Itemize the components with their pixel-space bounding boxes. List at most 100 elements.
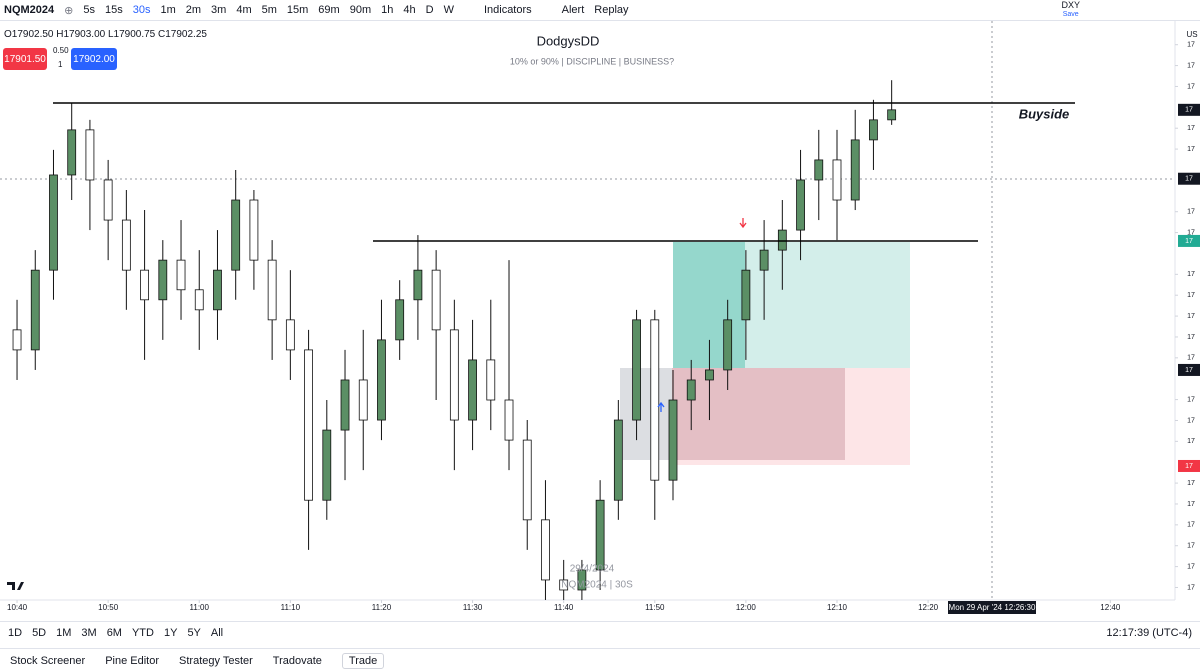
- y-tick-label: 17: [1187, 584, 1195, 591]
- add-symbol[interactable]: ⊕: [64, 4, 74, 17]
- price-tag: [1178, 172, 1200, 185]
- stop-fill: [672, 368, 845, 460]
- interval[interactable]: W: [443, 4, 454, 16]
- interval[interactable]: 5s: [83, 4, 95, 16]
- range[interactable]: 6M: [106, 627, 122, 639]
- interval[interactable]: 15s: [104, 4, 123, 16]
- currency: US: [1186, 30, 1197, 39]
- tab[interactable]: Strategy Tester: [179, 654, 253, 667]
- y-tick-label: 17: [1187, 42, 1195, 49]
- interval[interactable]: 4m: [236, 4, 252, 16]
- candle-body: [85, 129, 95, 181]
- price-tag: [1178, 459, 1200, 472]
- intervals: 5s 15s 30s 1m 2m 3m 4m 5m 15m 69m 90m 1h 4h D W: [83, 4, 464, 16]
- candle-body: [395, 299, 405, 341]
- x-tick-label: 12:20: [918, 603, 939, 612]
- annotation: Buyside: [1019, 106, 1070, 121]
- tab[interactable]: Stock Screener: [10, 654, 86, 667]
- buy-arrow: [657, 401, 665, 412]
- candle-body: [231, 199, 241, 271]
- candle-body: [814, 159, 824, 181]
- crosshair-tag: [948, 601, 1036, 614]
- symbol[interactable]: NQM2024: [4, 4, 55, 16]
- candle-body: [249, 199, 259, 261]
- candle-body: [140, 269, 149, 301]
- price-tag: [1178, 103, 1200, 116]
- price-tag-label: 17: [1185, 367, 1193, 374]
- tab[interactable]: Pine Editor: [105, 654, 160, 667]
- interval[interactable]: 2m: [185, 4, 202, 16]
- stop-zone: [672, 368, 910, 465]
- buy-button[interactable]: 17902.00: [71, 48, 117, 70]
- range[interactable]: 3M: [81, 627, 97, 639]
- top-toolbar: NQM2024 ⊕ 5s 15s 30s 1m 2m 3m 4m 5m 15m 69m 90m 1h 4…: [0, 0, 1200, 21]
- range[interactable]: 1Y: [163, 627, 178, 639]
- tab[interactable]: Trade: [341, 652, 385, 669]
- range[interactable]: 1M: [56, 627, 72, 639]
- range[interactable]: 5Y: [187, 627, 201, 639]
- y-tick-label: 17: [1187, 334, 1195, 341]
- candle-body: [194, 289, 204, 311]
- candle-body: [103, 179, 113, 221]
- interval[interactable]: 1m: [160, 4, 176, 16]
- interval[interactable]: 15m: [286, 4, 309, 16]
- candle-body: [340, 379, 350, 431]
- candle-body: [304, 349, 313, 501]
- x-tick-label: 11:50: [645, 603, 665, 612]
- save[interactable]: Save: [1062, 11, 1079, 18]
- range[interactable]: All: [210, 627, 224, 639]
- range[interactable]: YTD: [131, 627, 154, 639]
- candle-body: [705, 369, 714, 381]
- interval[interactable]: 30s: [132, 4, 151, 16]
- candle-body: [577, 569, 587, 591]
- candle-body: [522, 439, 532, 521]
- range-bar: 1D 5D 1M 3M 6M YTD 1Y 5Y All 12:17:39 (UTC-4): [0, 621, 1200, 644]
- chart-subtitle: 10% or 90% | DISCIPLINE | BUSINESS?: [510, 56, 674, 66]
- y-tick-label: 17: [1187, 146, 1195, 153]
- x-tick-label: 11:00: [190, 603, 210, 612]
- target-zone: [673, 242, 910, 368]
- candle-body: [832, 159, 842, 201]
- candle-body: [850, 139, 860, 201]
- y-tick-label: 17: [1187, 271, 1195, 278]
- candle-body: [449, 329, 459, 421]
- replay[interactable]: Replay: [594, 4, 629, 16]
- sell-button[interactable]: 17901.50: [3, 48, 47, 70]
- interval[interactable]: 4h: [403, 4, 416, 16]
- y-tick-label: 17: [1187, 209, 1195, 216]
- candle-body: [431, 269, 441, 331]
- compare[interactable]: DXY Save: [1061, 1, 1080, 19]
- interval[interactable]: 5m: [261, 4, 277, 16]
- interval[interactable]: 1h: [381, 4, 394, 16]
- interval[interactable]: D: [425, 4, 434, 16]
- range[interactable]: 1D: [8, 627, 23, 639]
- interval[interactable]: 69m: [318, 4, 340, 16]
- candle-body: [158, 259, 168, 301]
- interval[interactable]: 90m: [349, 4, 372, 16]
- candle-body: [49, 174, 58, 271]
- y-tick-label: 17: [1187, 83, 1195, 90]
- y-tick-label: 17: [1187, 313, 1195, 320]
- y-tick-label: 17: [1187, 292, 1195, 299]
- crosshair-label: Mon 29 Apr '24 12:26:30: [949, 603, 1036, 612]
- ohlc-legend: O17902.50 H17903.00 L17900.75 C17902.25: [4, 29, 207, 40]
- indicators[interactable]: Indicators: [483, 4, 532, 16]
- y-tick-label: 17: [1187, 355, 1195, 362]
- candle-body: [869, 119, 878, 141]
- chart-title: DodgysDD: [537, 33, 600, 48]
- y-tick-label: 17: [1187, 543, 1195, 550]
- candle-body: [887, 109, 897, 121]
- alert[interactable]: Alert: [561, 4, 585, 16]
- quantity: 1: [58, 60, 63, 69]
- logo: [7, 582, 24, 590]
- candle-body: [668, 399, 678, 481]
- x-tick-label: 11:10: [281, 603, 301, 612]
- y-tick-label: 17: [1187, 396, 1195, 403]
- tab[interactable]: Tradovate: [272, 654, 322, 667]
- candle-body: [67, 129, 77, 176]
- range[interactable]: 5D: [32, 627, 47, 639]
- interval[interactable]: 3m: [211, 4, 227, 16]
- candle-body: [559, 579, 569, 591]
- price-tag-label: 17: [1185, 238, 1193, 245]
